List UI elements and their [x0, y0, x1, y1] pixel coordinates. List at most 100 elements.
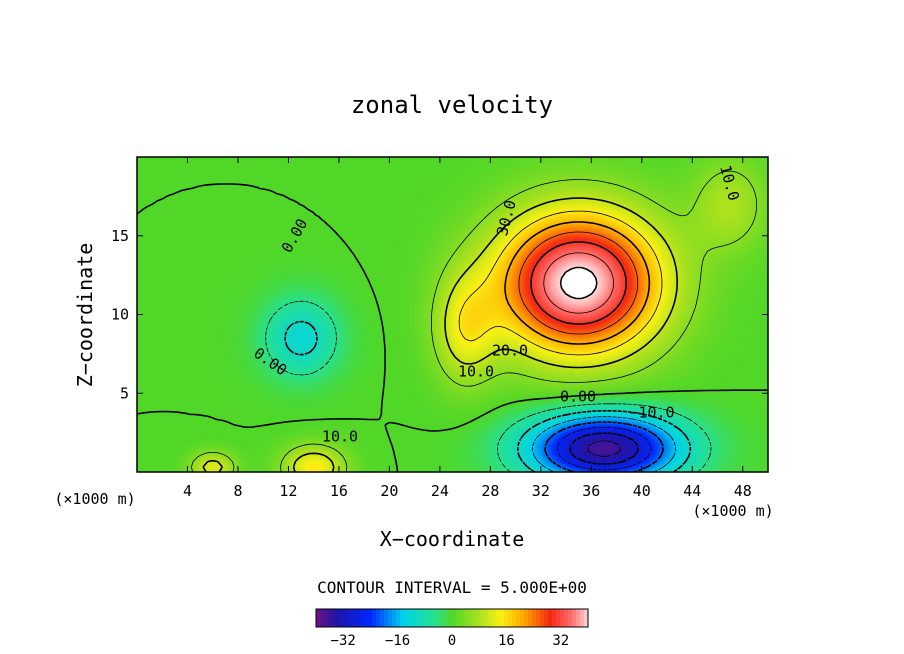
colorbar-segment — [384, 609, 389, 627]
contour-line — [458, 210, 663, 356]
x-tick-label: 28 — [481, 482, 499, 500]
colorbar-segment — [560, 609, 565, 627]
contour-line — [191, 170, 758, 472]
colorbar-segment — [356, 609, 361, 627]
contour-line — [556, 427, 652, 471]
colorbar-segment — [488, 609, 493, 627]
x-tick-label: 12 — [279, 482, 297, 500]
colorbar-segment — [320, 609, 325, 627]
colorbar-segment — [324, 609, 329, 627]
colorbar-segment — [496, 609, 501, 627]
contour-line — [544, 421, 664, 472]
contour-label: 0.00 — [560, 388, 596, 406]
x-axis-label: X−coordinate — [380, 527, 525, 551]
contour-line — [265, 300, 712, 472]
colorbar-segment — [364, 609, 369, 627]
x-tick-label: 48 — [734, 482, 752, 500]
colorbar-segment — [472, 609, 477, 627]
y-tick-label: 10 — [111, 306, 129, 324]
colorbar-segment — [432, 609, 437, 627]
x-tick-label: 36 — [582, 482, 600, 500]
colorbar-segment — [436, 609, 441, 627]
x-tick-label: 16 — [330, 482, 348, 500]
colorbar-segment — [580, 609, 585, 627]
colorbar-segment — [508, 609, 513, 627]
colorbar-segment — [548, 609, 553, 627]
colorbar-segment — [388, 609, 393, 627]
colorbar-segment — [396, 609, 401, 627]
plot-area — [137, 157, 768, 472]
colorbar-segment — [564, 609, 569, 627]
colorbar-segment — [336, 609, 341, 627]
colorbar-segment — [360, 609, 365, 627]
colorbar-ticks: −32 −16 0 16 32 — [331, 633, 570, 649]
chart-title: zonal velocity — [351, 91, 553, 119]
x-tick-label: 40 — [633, 482, 651, 500]
colorbar-segment — [552, 609, 557, 627]
contour-line — [559, 266, 598, 300]
x-tick-label: 20 — [380, 482, 398, 500]
contour-line — [543, 252, 615, 314]
x-tick-label: 32 — [532, 482, 550, 500]
colorbar-segment — [540, 609, 545, 627]
contour-lines — [137, 170, 768, 472]
contour-label: 10.0 — [322, 428, 358, 446]
colorbar-segment — [408, 609, 413, 627]
colorbar-segment — [544, 609, 549, 627]
colorbar-tick-label: 0 — [448, 633, 456, 649]
contour-label: −10.0 — [629, 404, 674, 422]
contour-label: 20.0 — [492, 342, 528, 360]
colorbar-segment — [416, 609, 421, 627]
colorbar-segment — [556, 609, 561, 627]
contour-interval-text: CONTOUR INTERVAL = 5.000E+00 — [317, 578, 587, 597]
y-axis-ticks: 5 10 15 — [111, 227, 768, 402]
colorbar-segment — [452, 609, 457, 627]
colorbar-segment — [392, 609, 397, 627]
colorbar-segment — [576, 609, 581, 627]
colorbar-segment — [528, 609, 533, 627]
y-tick-label: 15 — [111, 227, 129, 245]
contour-line — [137, 183, 768, 472]
x-unit-right: (×1000 m) — [692, 502, 773, 520]
colorbar-segment — [412, 609, 417, 627]
colorbar-segment — [332, 609, 337, 627]
colorbar-segment — [572, 609, 577, 627]
colorbar-segment — [424, 609, 429, 627]
colorbar-segment — [352, 609, 357, 627]
x-axis-ticks: 4 8 12 16 20 24 28 32 36 40 44 48 — [183, 157, 752, 500]
colorbar-segment — [368, 609, 373, 627]
colorbar-segment — [344, 609, 349, 627]
colorbar-segment — [456, 609, 461, 627]
colorbar-segment — [516, 609, 521, 627]
colorbar-segment — [536, 609, 541, 627]
colorbar-segment — [400, 609, 405, 627]
contour-line — [202, 197, 678, 472]
velocity-field — [137, 157, 768, 472]
contour-line — [587, 440, 621, 457]
colorbar — [315, 608, 589, 628]
colorbar-segment — [520, 609, 525, 627]
x-tick-label: 8 — [233, 482, 242, 500]
x-tick-label: 24 — [431, 482, 449, 500]
colorbar-segment — [468, 609, 473, 627]
colorbar-segment — [340, 609, 345, 627]
colorbar-segment — [532, 609, 537, 627]
colorbar-segment — [404, 609, 409, 627]
colorbar-segment — [444, 609, 449, 627]
colorbar-segment — [316, 609, 321, 627]
colorbar-segment — [440, 609, 445, 627]
x-tick-label: 4 — [183, 482, 192, 500]
colorbar-segment — [428, 609, 433, 627]
colorbar-segment — [504, 609, 509, 627]
contour-line — [530, 241, 628, 325]
contour-line — [532, 416, 676, 472]
colorbar-tick-label: −32 — [331, 633, 356, 649]
colorbar-segment — [500, 609, 505, 627]
contour-line — [284, 320, 692, 472]
colorbar-segment — [512, 609, 517, 627]
colorbar-tick-label: 32 — [552, 633, 569, 649]
contour-line — [569, 432, 639, 465]
colorbar-segment — [524, 609, 529, 627]
colorbar-segment — [464, 609, 469, 627]
